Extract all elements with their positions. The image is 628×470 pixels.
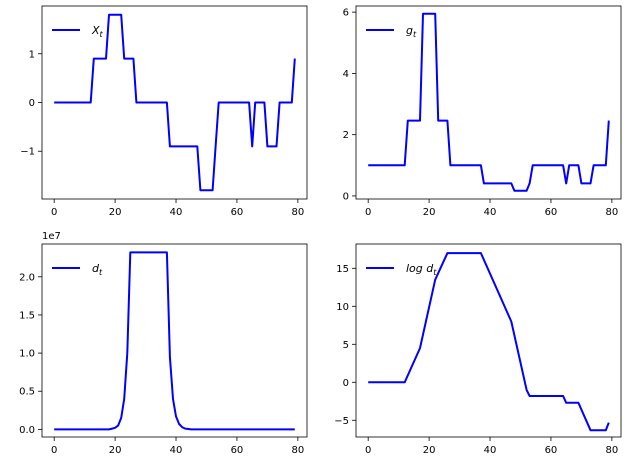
subplot-2: 0 20 40 60 80 0 2 4 6 gt	[343, 5, 622, 218]
plot-frame	[41, 243, 308, 438]
series-line	[54, 251, 295, 431]
plot-frame	[355, 5, 622, 200]
legend-label: gt	[406, 24, 417, 39]
series-line	[54, 13, 296, 192]
x-tick-label: 40	[170, 445, 183, 456]
y-tick-label: 6	[343, 8, 349, 19]
x-tick-label: 20	[423, 207, 436, 218]
x-tick-label: 20	[423, 445, 436, 456]
series-line	[368, 12, 610, 192]
x-tick-label: 20	[109, 207, 122, 218]
y-tick-label: 10	[336, 302, 349, 313]
x-tick-label: 0	[365, 445, 371, 456]
y-offset-label: 1e7	[42, 231, 61, 242]
legend: gt	[366, 24, 417, 39]
x-tick-label: 40	[484, 445, 497, 456]
y-tick-label: 0	[343, 378, 349, 389]
series-line	[368, 252, 610, 432]
y-tick-label: 0	[29, 98, 35, 109]
legend: log dt	[366, 262, 437, 277]
x-tick-label: 60	[545, 445, 558, 456]
subplot-3: 0 20 40 60 80 0.0 0.5 1.0 1.5 2.0 1e7 dt	[19, 231, 308, 456]
legend-label: Xt	[91, 24, 104, 39]
x-tick-label: 40	[484, 207, 497, 218]
y-tick-label: −5	[334, 416, 349, 427]
x-tick-label: 0	[51, 445, 57, 456]
plot-frame	[355, 243, 622, 438]
x-tick-label: 0	[365, 207, 371, 218]
x-tick-label: 60	[231, 445, 244, 456]
y-tick-label: 0	[343, 191, 349, 202]
y-tick-label: 1.5	[19, 310, 35, 321]
y-tick-label: 2	[343, 130, 349, 141]
y-tick-label: 1.0	[19, 349, 35, 360]
x-tick-label: 80	[291, 445, 304, 456]
x-tick-label: 80	[605, 445, 618, 456]
y-tick-label: 15	[336, 264, 349, 275]
legend: dt	[52, 262, 103, 277]
subplot-4: 0 20 40 60 80 −5 0 5 10 15 log dt	[334, 243, 622, 456]
x-tick-label: 20	[109, 445, 122, 456]
legend-label: dt	[92, 262, 103, 277]
y-tick-label: 5	[343, 340, 349, 351]
legend: Xt	[52, 24, 104, 39]
subplot-1: 0 20 40 60 80 −1 0 1 Xt	[20, 5, 308, 218]
y-tick-label: 0.5	[19, 387, 35, 398]
x-tick-label: 0	[51, 207, 57, 218]
legend-label: log dt	[406, 262, 437, 277]
x-tick-label: 80	[291, 207, 304, 218]
y-tick-label: 4	[343, 69, 349, 80]
x-tick-label: 60	[545, 207, 558, 218]
x-tick-label: 80	[605, 207, 618, 218]
y-tick-label: 1	[29, 49, 35, 60]
x-tick-label: 40	[170, 207, 183, 218]
x-tick-label: 60	[231, 207, 244, 218]
y-tick-label: −1	[20, 147, 35, 158]
y-tick-label: 2.0	[19, 272, 35, 283]
y-tick-label: 0.0	[19, 425, 35, 436]
